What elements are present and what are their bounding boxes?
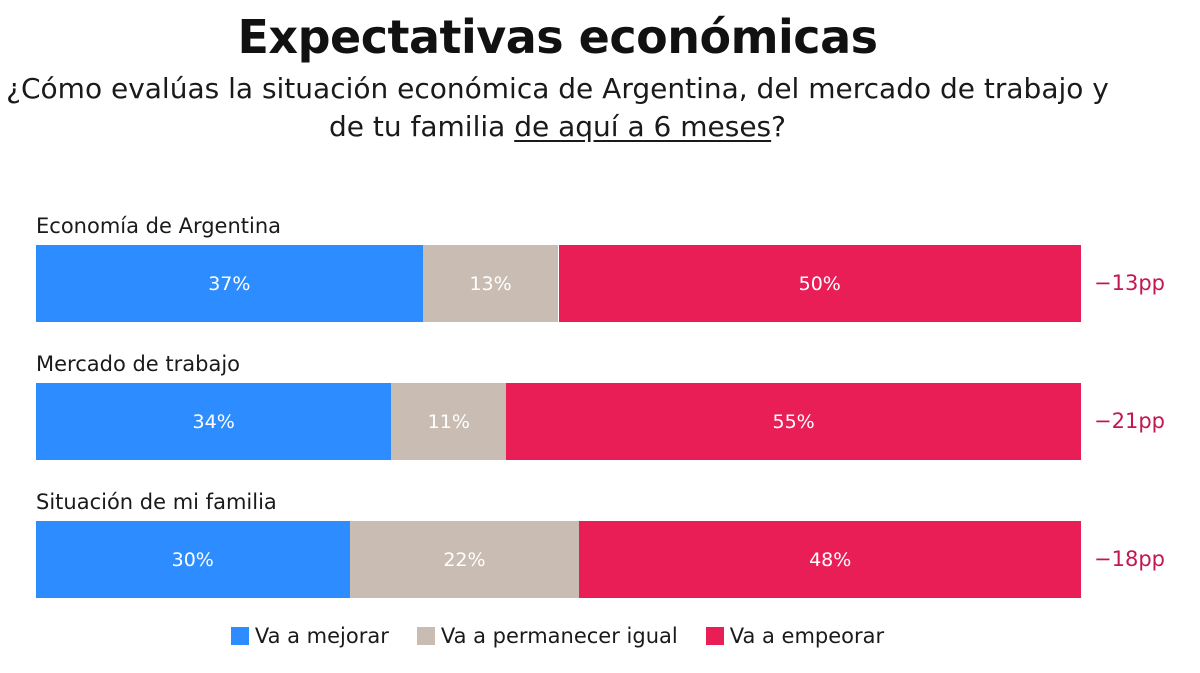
legend-swatch-mejorar: [230, 627, 249, 645]
net-balance-label: −13pp: [1094, 270, 1165, 295]
stacked-bar-row: 30% 22% 48%: [36, 521, 1081, 598]
net-balance-label: −18pp: [1094, 546, 1165, 571]
bar-segment-empeorar: 48%: [579, 521, 1081, 598]
subtitle-question-mark: ?: [771, 110, 787, 143]
data-label: 13%: [469, 272, 512, 295]
data-label: 50%: [798, 272, 841, 295]
data-label: 37%: [208, 272, 251, 295]
subtitle-text: ¿Cómo evalúas la situación económica de …: [6, 72, 1109, 143]
bar-segment-mejorar: 34%: [36, 383, 392, 460]
chart-subtitle: ¿Cómo evalúas la situación económica de …: [0, 70, 1115, 146]
category-label: Economía de Argentina: [36, 214, 282, 238]
legend-item-empeorar: Va a empeorar: [705, 624, 885, 648]
subtitle-underlined-text: de aquí a 6 meses: [514, 110, 772, 143]
data-label: 55%: [772, 410, 815, 433]
bar-segment-mejorar: 30%: [36, 521, 350, 598]
data-label: 30%: [171, 548, 214, 571]
legend-swatch-igual: [416, 627, 435, 645]
legend: Va a mejorar Va a permanecer igual Va a …: [0, 624, 1115, 648]
category-label: Mercado de trabajo: [36, 352, 241, 376]
legend-item-mejorar: Va a mejorar: [230, 624, 389, 648]
legend-swatch-empeorar: [705, 627, 724, 645]
legend-item-igual: Va a permanecer igual: [416, 624, 678, 648]
legend-label-mejorar: Va a mejorar: [254, 624, 389, 648]
bar-segment-empeorar: 55%: [506, 383, 1081, 460]
data-label: 48%: [809, 548, 852, 571]
category-label: Situación de mi familia: [36, 490, 277, 514]
legend-label-empeorar: Va a empeorar: [729, 624, 885, 648]
bar-segment-mejorar: 37%: [36, 245, 423, 322]
data-label: 22%: [443, 548, 486, 571]
net-balance-label: −21pp: [1094, 408, 1165, 433]
bar-segment-empeorar: 50%: [558, 245, 1081, 322]
data-label: 34%: [192, 410, 235, 433]
bar-segment-igual: 13%: [422, 245, 559, 322]
bar-segment-igual: 11%: [391, 383, 507, 460]
stacked-bar-row: 37% 13% 50%: [36, 245, 1081, 322]
stacked-bar-row: 34% 11% 55%: [36, 383, 1081, 460]
data-label: 11%: [427, 410, 470, 433]
bar-segment-igual: 22%: [349, 521, 580, 598]
legend-label-igual: Va a permanecer igual: [440, 624, 678, 648]
chart-title: Expectativas económicas: [237, 10, 878, 64]
